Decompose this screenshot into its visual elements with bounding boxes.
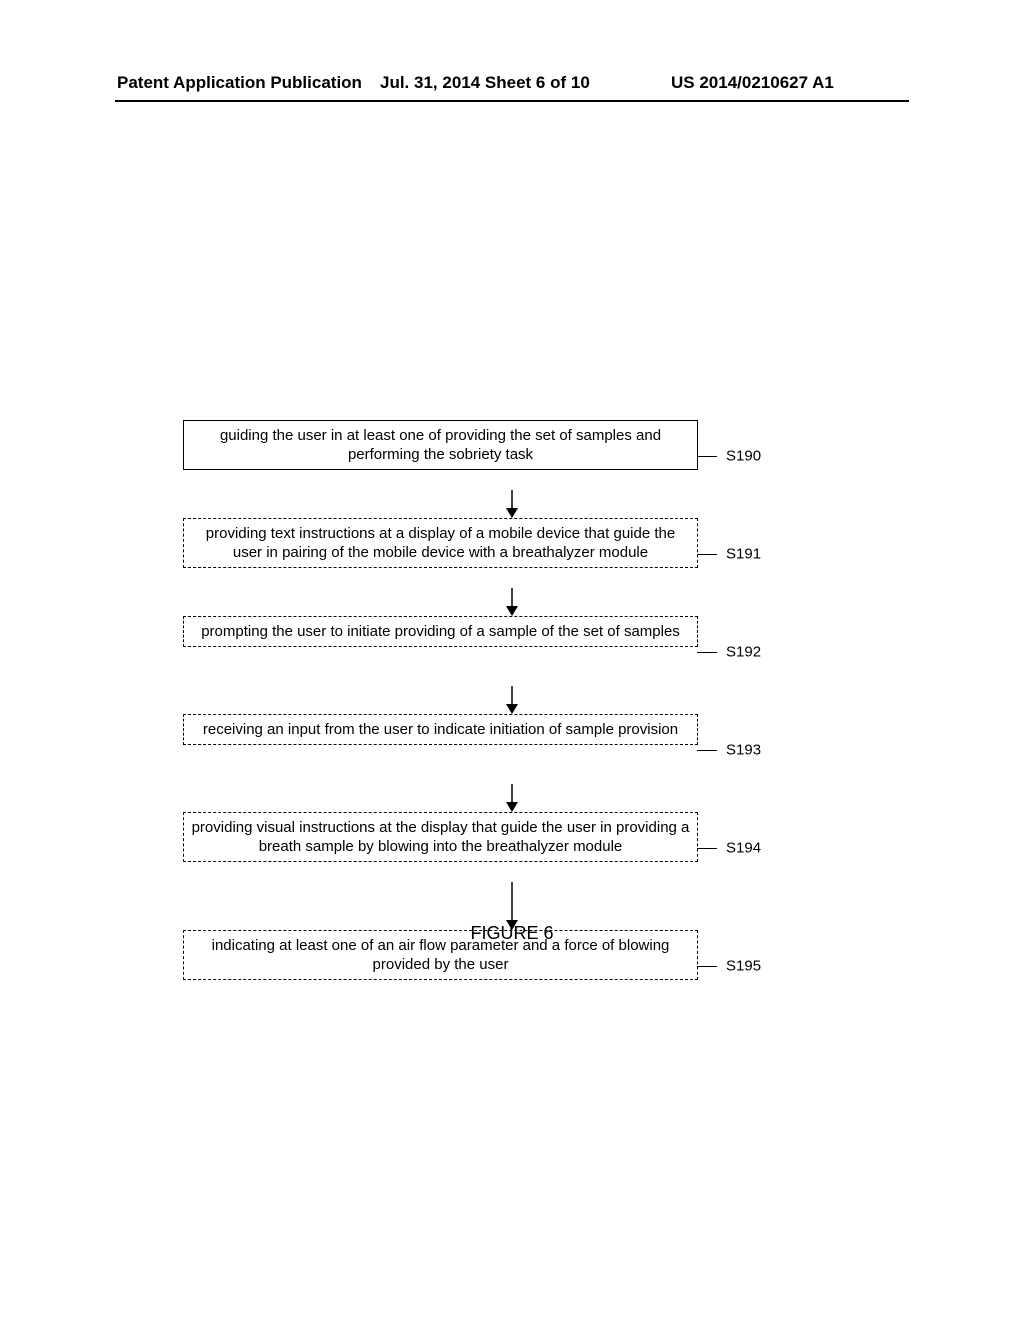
header-mid: Jul. 31, 2014 Sheet 6 of 10 xyxy=(380,73,590,93)
flow-box-s193: receiving an input from the user to indi… xyxy=(183,714,698,745)
flow-label-s191: S191 xyxy=(726,546,786,563)
label-bracket xyxy=(697,434,725,478)
header-left: Patent Application Publication xyxy=(117,73,362,93)
flow-row: providing visual instructions at the dis… xyxy=(0,812,1024,884)
label-bracket xyxy=(697,630,725,674)
header-right: US 2014/0210627 A1 xyxy=(671,73,834,93)
label-bracket xyxy=(697,944,725,988)
flow-label-s195: S195 xyxy=(726,958,786,975)
flow-arrow xyxy=(0,786,1024,812)
flow-arrow xyxy=(0,688,1024,714)
flow-row: prompting the user to initiate providing… xyxy=(0,616,1024,688)
flow-label-s194: S194 xyxy=(726,840,786,857)
flow-label-s193: S193 xyxy=(726,742,786,759)
flow-label-s190: S190 xyxy=(726,448,786,465)
flow-box-s194: providing visual instructions at the dis… xyxy=(183,812,698,862)
flow-arrow xyxy=(0,590,1024,616)
label-bracket xyxy=(697,532,725,576)
flow-box-s191: providing text instructions at a display… xyxy=(183,518,698,568)
flow-label-s192: S192 xyxy=(726,644,786,661)
header-rule xyxy=(115,100,909,102)
flow-arrow xyxy=(0,492,1024,518)
figure-caption: FIGURE 6 xyxy=(0,923,1024,944)
flowchart: guiding the user in at least one of prov… xyxy=(0,420,1024,1002)
label-bracket xyxy=(697,826,725,870)
label-bracket xyxy=(697,728,725,772)
flow-box-s192: prompting the user to initiate providing… xyxy=(183,616,698,647)
flow-row: receiving an input from the user to indi… xyxy=(0,714,1024,786)
flow-row: guiding the user in at least one of prov… xyxy=(0,420,1024,492)
flow-box-s190: guiding the user in at least one of prov… xyxy=(183,420,698,470)
flow-row: providing text instructions at a display… xyxy=(0,518,1024,590)
